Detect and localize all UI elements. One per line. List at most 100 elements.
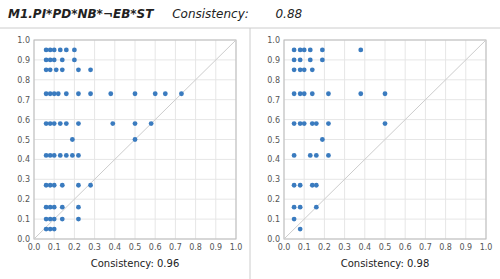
point (163, 91, 168, 96)
point (76, 153, 81, 158)
tick-label: 0.3 (267, 175, 280, 184)
point (133, 137, 138, 142)
tick-label: 0.4 (17, 155, 30, 164)
subtitle: Consistency: 0.88 (172, 7, 302, 21)
tick-label: 0.1 (48, 243, 61, 252)
point (314, 205, 319, 210)
point (110, 121, 115, 126)
tick-label: 0.3 (17, 175, 30, 184)
point (76, 91, 81, 96)
tick-label: 0.1 (267, 215, 280, 224)
tick-label: 0.5 (129, 243, 142, 252)
point (64, 153, 69, 158)
tick-label: 0.9 (459, 243, 472, 252)
point (64, 121, 69, 126)
grid-line (284, 159, 486, 160)
point (56, 91, 61, 96)
tick-label: 1.0 (230, 243, 243, 252)
tick-label: 0.0 (28, 243, 41, 252)
tick-label: 1.0 (267, 36, 280, 45)
point (308, 58, 313, 63)
tick-label: 1.0 (17, 36, 30, 45)
chart: 0.00.10.20.30.40.50.60.70.80.91.00.00.10… (17, 36, 242, 269)
point (64, 91, 69, 96)
point (326, 153, 331, 158)
point (292, 48, 297, 53)
point (76, 205, 81, 210)
point (70, 153, 75, 158)
tick-label: 0.1 (17, 215, 30, 224)
point (60, 205, 65, 210)
point (72, 58, 77, 63)
x-axis-label: Consistency: 0.98 (341, 258, 430, 269)
point (52, 217, 57, 222)
point (310, 91, 315, 96)
point (314, 183, 319, 188)
grid-line (34, 119, 236, 120)
point (70, 137, 75, 142)
point (52, 153, 57, 158)
point (108, 91, 113, 96)
point (358, 48, 363, 53)
tick-label: 0.2 (17, 195, 30, 204)
tick-label: 0.0 (267, 235, 280, 244)
point (298, 205, 303, 210)
panel-divider (250, 28, 251, 279)
point (60, 67, 65, 72)
point (153, 91, 158, 96)
tick-label: 0.4 (358, 243, 371, 252)
marks (34, 40, 236, 239)
point (292, 91, 297, 96)
point (76, 183, 81, 188)
grid-line (284, 219, 486, 220)
title: M1.PI*PD*NB*¬EB*ST (8, 7, 154, 21)
plot-frame (284, 40, 486, 239)
tick-label: 0.2 (318, 243, 331, 252)
grid-line (34, 159, 236, 160)
tick-label: 0.5 (379, 243, 392, 252)
point (54, 67, 59, 72)
point (320, 137, 325, 142)
point (314, 153, 319, 158)
point (52, 121, 57, 126)
point (302, 48, 307, 53)
point (298, 58, 303, 63)
point (326, 91, 331, 96)
point (383, 121, 388, 126)
point (292, 121, 297, 126)
diagonal (284, 40, 486, 239)
tick-label: 0.9 (17, 56, 30, 65)
point (60, 183, 65, 188)
marks (284, 40, 486, 239)
tick-label: 0.2 (68, 243, 81, 252)
point (76, 67, 81, 72)
tick-label: 0.6 (149, 243, 162, 252)
grid-line (284, 119, 486, 120)
tick-label: 0.4 (108, 243, 121, 252)
point (48, 67, 53, 72)
tick-label: 0.0 (17, 235, 30, 244)
point (52, 205, 57, 210)
point (292, 217, 297, 222)
point (58, 153, 63, 158)
point (326, 121, 331, 126)
point (358, 91, 363, 96)
tick-label: 0.8 (17, 76, 30, 85)
plot-frame (34, 40, 236, 239)
point (149, 121, 154, 126)
point (76, 217, 81, 222)
point (320, 58, 325, 63)
tick-label: 0.0 (278, 243, 291, 252)
point (88, 91, 93, 96)
point (52, 58, 57, 63)
tick-label: 0.6 (17, 116, 30, 125)
point (52, 48, 57, 53)
point (133, 91, 138, 96)
point (308, 153, 313, 158)
point (383, 91, 388, 96)
tick-label: 0.7 (419, 243, 432, 252)
point (292, 153, 297, 158)
tick-label: 0.8 (267, 76, 280, 85)
tick-label: 0.3 (88, 243, 101, 252)
grid-line (34, 179, 236, 180)
